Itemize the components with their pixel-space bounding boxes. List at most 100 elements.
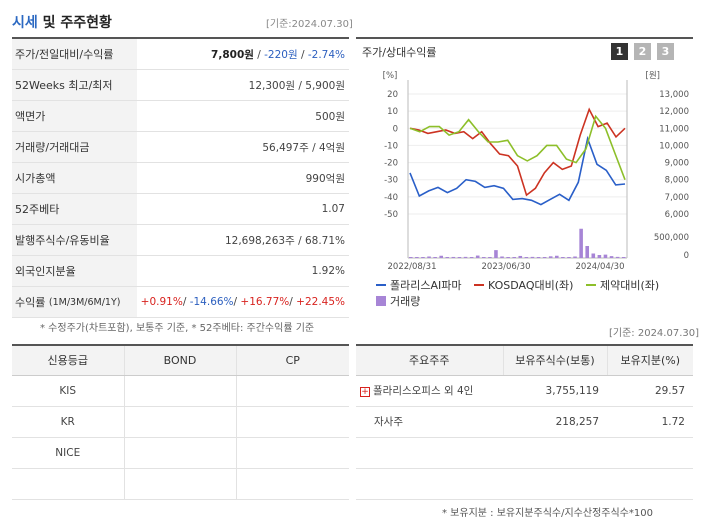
value-cap: 990억원 <box>305 172 345 185</box>
legend-volume[interactable]: 거래량 <box>376 293 420 309</box>
left-tick-label: 10 <box>387 107 398 117</box>
series-line-2 <box>409 107 626 197</box>
section-title: 시세 및 주주현황 <box>12 12 112 32</box>
volume-bar <box>415 257 419 258</box>
legend-kosdaq-swatch <box>474 284 484 286</box>
right-tick-label: 11,000 <box>659 124 689 134</box>
legend-volume-label: 거래량 <box>390 295 421 308</box>
credit-cp <box>236 437 349 469</box>
right-tick-label: 8,000 <box>665 176 689 186</box>
credit-bond <box>124 375 237 407</box>
legend-stock-swatch <box>376 284 386 286</box>
table-row: + 폴라리스오피스 외 4인 3,755,119 29.57 <box>356 375 693 407</box>
holder-shares <box>503 468 607 500</box>
chart-tabs: 1 2 3 <box>611 43 674 60</box>
value-shares: 12,698,263주 / 68.71% <box>224 234 345 247</box>
volume-bar <box>427 256 431 258</box>
right-tick-label: 10,000 <box>659 141 689 151</box>
volume-bar <box>512 257 516 258</box>
legend-kosdaq[interactable]: KOSDAQ대비(좌) <box>474 277 573 293</box>
holders-header-shares: 보유주식수(보통) <box>503 345 608 376</box>
credit-cp <box>236 375 349 407</box>
left-tick-label: 0 <box>393 124 398 134</box>
return-3m: -14.66% <box>189 296 234 308</box>
credit-bond <box>124 468 237 500</box>
volume-bar <box>615 256 620 258</box>
volume-bar <box>567 257 571 258</box>
label-shares: 발행주식수/유동비율 <box>12 225 137 255</box>
shareholders-table: 주요주주 보유주식수(보통) 보유지분(%) + 폴라리스오피스 외 4인 3,7… <box>356 344 693 500</box>
legend-stock[interactable]: 폴라리스AI파마 <box>376 277 462 293</box>
chart-title: 주가/상대수익률 <box>362 46 437 59</box>
right-tick-label: 9,000 <box>665 159 689 169</box>
table-row: 자사주 218,257 1.72 <box>356 406 693 438</box>
volume-bar <box>603 254 608 258</box>
legend-stock-label: 폴라리스AI파마 <box>390 279 462 292</box>
left-axis-unit: [%] <box>383 71 398 81</box>
holder-name <box>356 468 503 500</box>
volume-bar <box>542 257 547 258</box>
value-par: 500원 <box>315 110 345 123</box>
label-foreign: 외국인지분율 <box>12 256 137 286</box>
holder-pct: 1.72 <box>607 406 693 438</box>
volume-bar <box>469 257 474 258</box>
holder-name: + 폴라리스오피스 외 4인 <box>356 375 503 407</box>
row-foreign: 외국인지분율 1.92% <box>12 256 349 287</box>
credit-header-cp: CP <box>236 345 349 376</box>
rate: -2.74% <box>307 48 345 61</box>
volume-bar <box>555 255 559 258</box>
chart-legend: 폴라리스AI파마 KOSDAQ대비(좌) 제약대비(좌) 거래량 <box>376 276 692 309</box>
legend-pharma-swatch <box>585 284 596 286</box>
value-52w: 12,300원 / 5,900원 <box>248 79 345 92</box>
volume-bar <box>463 256 468 258</box>
label-volume: 거래량/거래대금 <box>12 132 137 162</box>
row-price: 주가/전일대비/수익률 7,800원 / -220원 / -2.74% <box>12 39 349 70</box>
chart-tab-3[interactable]: 3 <box>657 43 674 60</box>
volume-bar <box>482 257 486 258</box>
table-row: NICE <box>12 437 349 469</box>
volume-bar <box>609 256 614 258</box>
table-row: KIS <box>12 375 349 407</box>
row-beta: 52주베타 1.07 <box>12 194 349 225</box>
volume-bar <box>561 257 565 258</box>
volume-bar <box>445 257 450 258</box>
volume-bar <box>451 256 456 258</box>
change: -220원 <box>264 48 298 61</box>
chart-tab-2[interactable]: 2 <box>634 43 651 60</box>
value-return: +0.91%/ -14.66%/ +16.77%/ +22.45% <box>140 296 345 308</box>
volume-bar <box>585 246 589 258</box>
price-chart: [%] [원] 20 10 0 -10 -20 -30 -40 -50 13,000 12,000 11… <box>383 71 689 272</box>
label-price: 주가/전일대비/수익률 <box>12 39 137 69</box>
credit-header-bond: BOND <box>124 345 237 376</box>
x-tick-label: 2022/08/31 <box>388 262 437 272</box>
credit-cp <box>236 406 349 438</box>
reference-date: [기준:2024.07.30] <box>266 19 353 30</box>
label-52w: 52Weeks 최고/최저 <box>12 70 137 100</box>
chart-tab-1[interactable]: 1 <box>611 43 628 60</box>
legend-pharma[interactable]: 제약대비(좌) <box>585 277 659 293</box>
holder-shares: 3,755,119 <box>503 375 607 407</box>
volume-bar <box>475 255 480 258</box>
left-tick-label: -40 <box>384 193 398 203</box>
holders-footnote: * 보유지분 : 보유지분주식수/지수산정주식수*100 <box>442 508 653 519</box>
value-beta: 1.07 <box>321 203 345 215</box>
row-par: 액면가 500원 <box>12 101 349 132</box>
x-tick-label: 2024/04/30 <box>576 262 625 272</box>
volume-bar <box>500 256 504 258</box>
right-axis-unit: [원] <box>646 71 660 81</box>
left-tick-label: -30 <box>384 176 398 186</box>
return-label: 수익률 <box>15 296 46 309</box>
legend-volume-swatch <box>376 296 386 306</box>
row-cap: 시가총액 990억원 <box>12 163 349 194</box>
right-tick-label: 6,000 <box>665 210 689 220</box>
return-label-sub: (1M/3M/6M/1Y) <box>48 296 121 308</box>
left-tick-label: -20 <box>384 159 398 169</box>
volume-bar <box>457 257 462 258</box>
return-1y: +22.45% <box>296 296 345 308</box>
volume-bar <box>433 257 437 258</box>
holder-name-text: 폴라리스오피스 외 4인 <box>373 385 474 397</box>
expand-icon[interactable]: + <box>360 387 370 397</box>
credit-agency: KIS <box>12 375 125 407</box>
credit-bond <box>124 406 237 438</box>
table-row: KR <box>12 406 349 438</box>
